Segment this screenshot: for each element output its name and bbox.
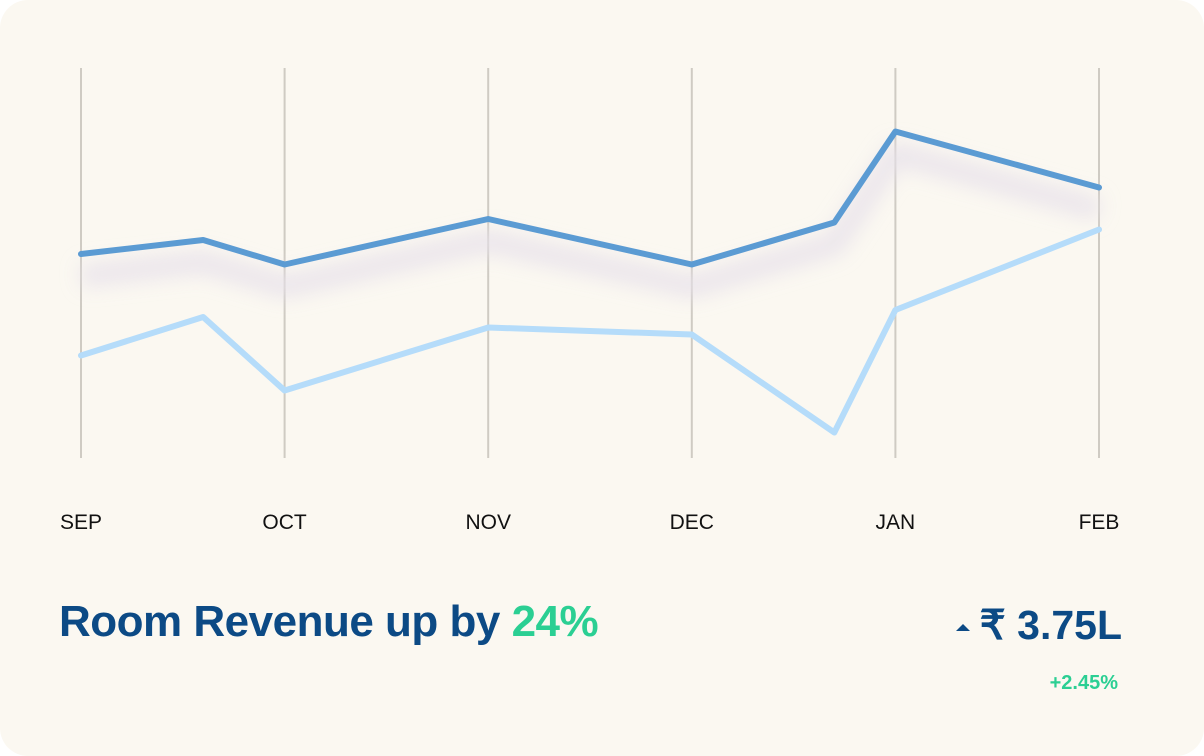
headline: Room Revenue up by 24% [59, 597, 598, 647]
series-shadow [81, 154, 1099, 287]
x-tick-label: OCT [262, 511, 307, 534]
headline-percent: 24% [512, 597, 599, 646]
x-tick-label: SEP [60, 511, 102, 534]
x-tick-label: JAN [876, 511, 916, 534]
revenue-change: +2.45% [1050, 672, 1118, 695]
x-tick-label: DEC [670, 511, 714, 534]
x-axis-labels: SEP OCT NOV DEC JAN FEB [60, 511, 1119, 534]
line-chart: SEP OCT NOV DEC JAN FEB [0, 0, 1204, 560]
x-tick-label: NOV [465, 511, 511, 534]
series-line-dark-series [81, 132, 1099, 265]
revenue-stat: ₹ 3.75L [956, 601, 1122, 649]
revenue-value: ₹ 3.75L [980, 601, 1122, 649]
series-lines [81, 132, 1099, 433]
revenue-card: SEP OCT NOV DEC JAN FEB Room Revenue up by 24… [0, 0, 1204, 756]
x-tick-label: FEB [1079, 511, 1120, 534]
up-caret-icon [956, 624, 970, 631]
headline-text: Room Revenue up by [59, 597, 512, 646]
